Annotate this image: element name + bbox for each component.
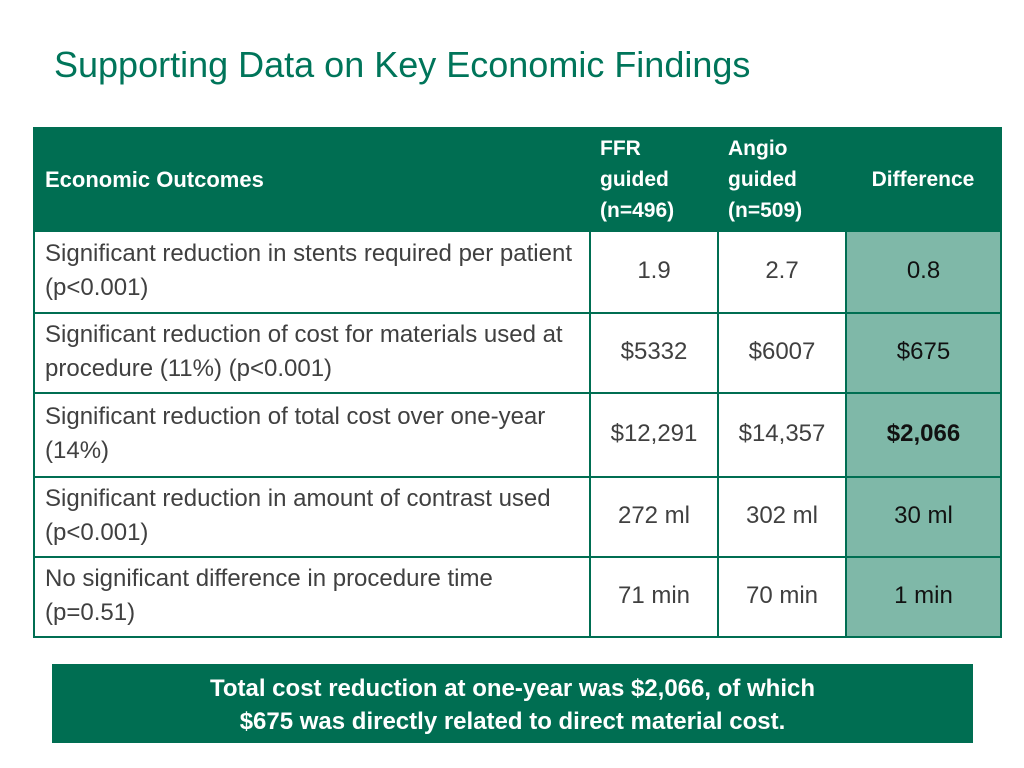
header-difference: Difference: [846, 128, 1001, 231]
header-ffr-line: guided: [600, 168, 669, 191]
angio-value-cell: 70 min: [717, 556, 846, 637]
header-angio-guided: Angio guided (n=509): [718, 128, 846, 231]
difference-value-cell-highlighted: $2,066: [845, 392, 1001, 477]
ffr-value-cell: $5332: [589, 312, 718, 393]
difference-value-cell: $675: [845, 312, 1001, 393]
outcome-cell: Significant reduction of cost for materi…: [34, 312, 590, 393]
difference-value-cell: 0.8: [845, 230, 1001, 313]
table-row: No significant difference in procedure t…: [34, 556, 1001, 637]
economic-outcomes-table: Economic Outcomes FFR guided (n=496) Ang…: [33, 127, 1002, 638]
ffr-value-cell: 272 ml: [589, 476, 718, 557]
summary-callout: Total cost reduction at one-year was $2,…: [52, 664, 973, 743]
angio-value-cell: $6007: [717, 312, 846, 393]
outcome-cell: Significant reduction in stents required…: [34, 230, 590, 313]
ffr-value-cell: $12,291: [589, 392, 718, 477]
angio-value-cell: 2.7: [717, 230, 846, 313]
difference-value-cell: 1 min: [845, 556, 1001, 637]
table-row: Significant reduction of cost for materi…: [34, 312, 1001, 393]
outcome-cell: No significant difference in procedure t…: [34, 556, 590, 637]
table-row: Significant reduction of total cost over…: [34, 392, 1001, 477]
header-economic-outcomes: Economic Outcomes: [34, 128, 590, 231]
table-header-row: Economic Outcomes FFR guided (n=496) Ang…: [34, 128, 1001, 231]
slide-title: Supporting Data on Key Economic Findings: [54, 44, 751, 85]
table-row: Significant reduction in amount of contr…: [34, 476, 1001, 557]
angio-value-cell: 302 ml: [717, 476, 846, 557]
outcome-cell: Significant reduction in amount of contr…: [34, 476, 590, 557]
ffr-value-cell: 71 min: [589, 556, 718, 637]
summary-line-1: Total cost reduction at one-year was $2,…: [209, 675, 816, 702]
summary-line-2: $675 was directly related to direct mate…: [239, 708, 786, 735]
outcome-cell: Significant reduction of total cost over…: [34, 392, 590, 477]
header-angio-line: Angio: [728, 137, 788, 160]
table-row: Significant reduction in stents required…: [34, 230, 1001, 313]
angio-value-cell: $14,357: [717, 392, 846, 477]
header-ffr-guided: FFR guided (n=496): [590, 128, 718, 231]
header-angio-line: (n=509): [728, 199, 803, 222]
header-angio-line: guided: [728, 168, 797, 191]
header-ffr-line: (n=496): [600, 199, 675, 222]
header-ffr-line: FFR: [600, 137, 641, 160]
ffr-value-cell: 1.9: [589, 230, 718, 313]
difference-value-cell: 30 ml: [845, 476, 1001, 557]
